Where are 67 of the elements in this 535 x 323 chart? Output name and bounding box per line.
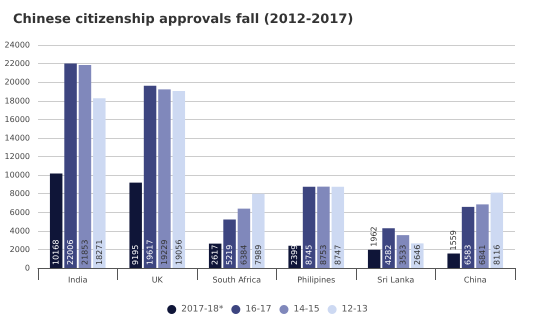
x-tick-label: UK xyxy=(152,276,164,284)
bar xyxy=(252,194,265,268)
bar xyxy=(129,182,142,268)
chart-title: Chinese citizenship approvals fall (2012-2017) xyxy=(13,12,354,27)
y-tick-label: 10000 xyxy=(4,170,30,180)
data-label: 3533 xyxy=(398,244,408,265)
bar xyxy=(50,174,62,268)
x-tick-label: China xyxy=(464,276,487,284)
data-label: 9195 xyxy=(131,244,140,265)
data-label: 8747 xyxy=(333,244,342,265)
y-tick-label: 14000 xyxy=(4,133,30,142)
data-label: 19056 xyxy=(174,240,184,265)
data-label: 7989 xyxy=(254,244,263,265)
x-tick-label: India xyxy=(68,276,88,284)
bar xyxy=(93,98,106,268)
data-label: 8116 xyxy=(492,244,502,265)
bar xyxy=(447,254,460,268)
y-tick-label: 16000 xyxy=(4,114,30,124)
data-label: 6583 xyxy=(464,244,473,265)
bar xyxy=(490,192,504,268)
x-tick-label: Philipines xyxy=(297,276,336,284)
bar xyxy=(223,220,236,268)
bar xyxy=(332,186,344,268)
data-label: 21853 xyxy=(80,240,90,265)
y-tick-label: 22000 xyxy=(4,59,30,68)
y-tick-label: 24000 xyxy=(4,40,30,50)
y-tick-label: 0 xyxy=(24,264,30,272)
legend-label: 14-15 xyxy=(293,304,320,314)
legend-label: 16-17 xyxy=(245,304,272,314)
data-label: 10168 xyxy=(52,240,61,265)
data-label: 6841 xyxy=(478,244,487,265)
data-label: 2646 xyxy=(412,244,422,265)
data-label: 22006 xyxy=(66,240,76,265)
bar xyxy=(64,64,77,268)
data-label: 4282 xyxy=(384,244,394,265)
y-tick-label: 6000 xyxy=(10,208,30,217)
data-label: 8753 xyxy=(318,244,328,265)
data-label: 6384 xyxy=(239,244,248,265)
data-label: 5219 xyxy=(225,244,234,265)
data-label: 1962 xyxy=(370,226,379,247)
bar xyxy=(238,208,250,268)
bar xyxy=(302,186,316,268)
data-label: 19229 xyxy=(160,240,169,265)
bar xyxy=(317,186,330,268)
data-label: 2399 xyxy=(290,244,300,265)
y-tick-label: 4000 xyxy=(10,226,30,236)
bar xyxy=(476,204,489,268)
data-label: 8745 xyxy=(304,244,314,265)
data-label: 1559 xyxy=(449,230,458,251)
bar xyxy=(368,250,380,268)
y-tick-label: 8000 xyxy=(10,189,30,198)
legend-label: 2017-18* xyxy=(181,304,224,314)
legend-label: 12-13 xyxy=(342,304,368,314)
bar xyxy=(462,206,474,268)
x-tick-label: Sri Lanka xyxy=(377,276,414,284)
bar xyxy=(144,86,156,268)
data-label: 19617 xyxy=(146,240,155,265)
y-tick-label: 12000 xyxy=(4,152,30,161)
bar xyxy=(78,64,92,268)
data-label: 18271 xyxy=(94,240,104,265)
y-tick-label: 20000 xyxy=(4,78,30,87)
y-tick-label: 2000 xyxy=(10,244,30,254)
x-tick-label: South Africa xyxy=(212,276,262,284)
y-tick-label: 18000 xyxy=(4,96,30,106)
bar xyxy=(158,89,171,268)
data-label: 2617 xyxy=(210,244,220,265)
bar xyxy=(172,90,186,268)
